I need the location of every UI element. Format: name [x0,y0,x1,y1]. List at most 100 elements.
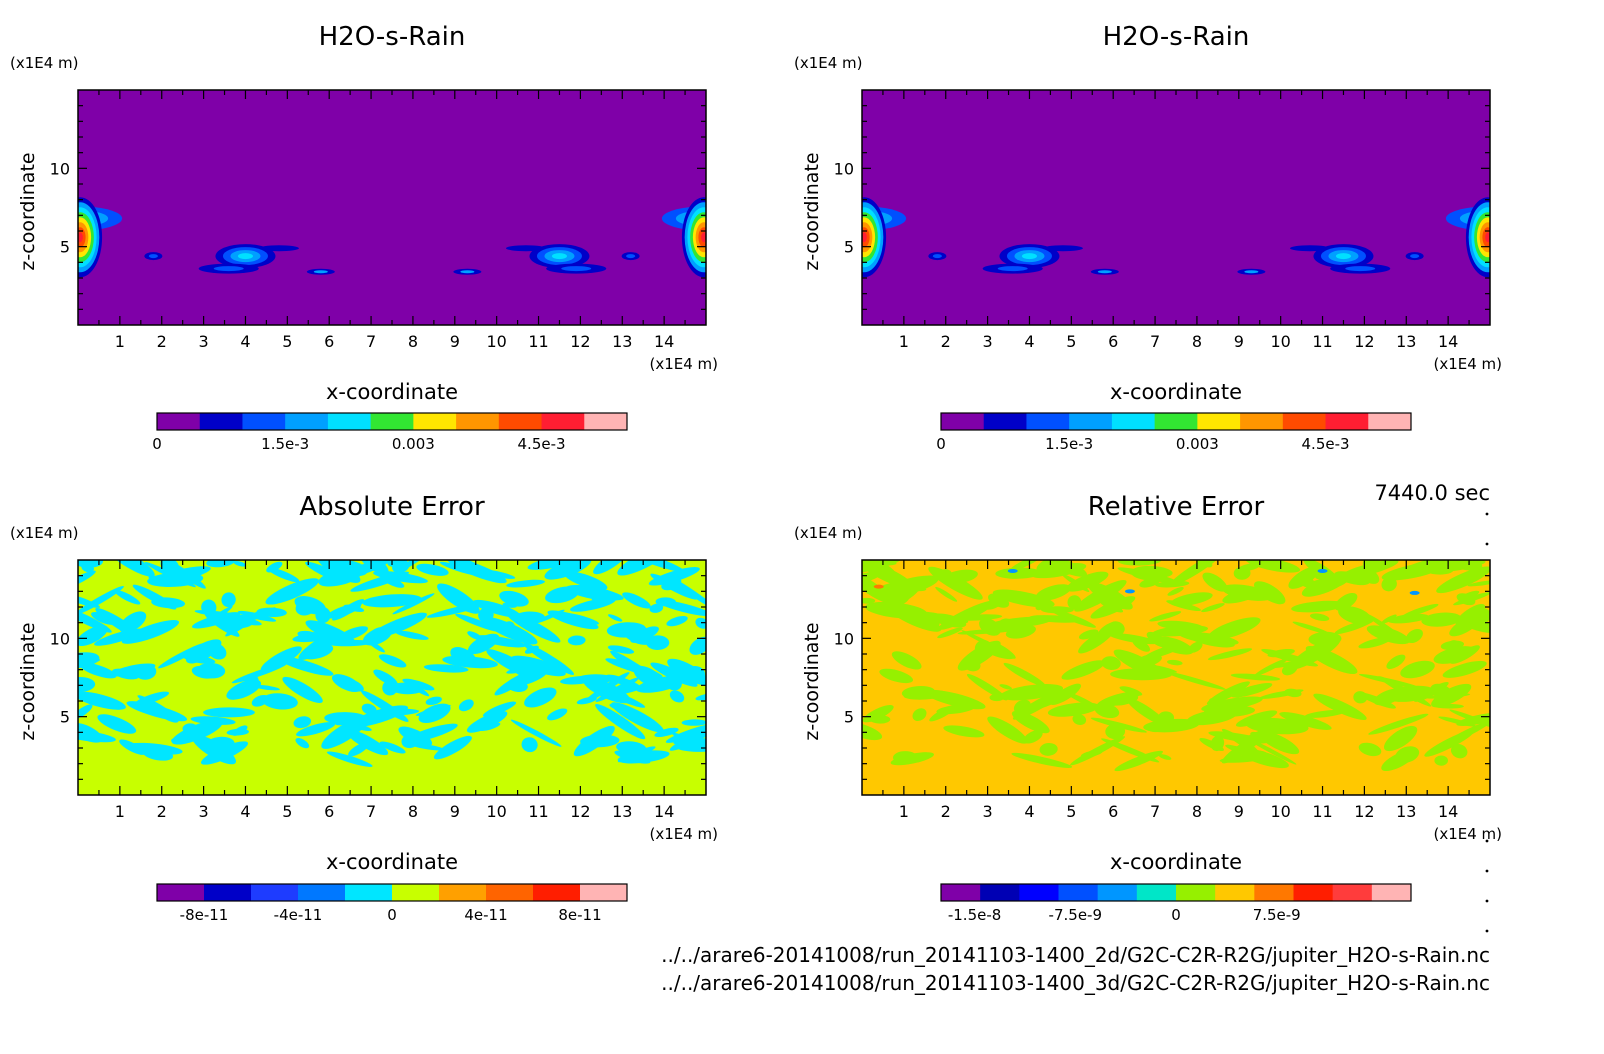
rain-dot-b-level-1 [626,254,636,259]
error-patch [987,716,1028,744]
error-patch [1066,692,1099,709]
error-patch [1144,722,1164,733]
rain-cell-b-arm-level-0 [505,245,546,252]
colorbar-swatch [1058,884,1099,901]
error-patch [560,675,597,685]
colorbar-label: -4e-11 [274,906,323,924]
colorbar: -1.5e-8 -7.5e-9 0 7.5e-9 [940,883,1412,924]
rain-cell-a-arm-level-0 [258,245,299,252]
error-patch [1368,713,1429,735]
error-patch [511,655,566,677]
error-patch [1078,626,1116,654]
error-patch [1201,696,1263,712]
x-tick-label: 2 [941,332,951,351]
colorbar-swatch [1154,413,1198,430]
error-patch [95,607,145,640]
colorbar-label: -1.5e-8 [948,906,1001,924]
error-patch [524,687,557,708]
y-unit-label: (x1E4 m) [10,54,79,72]
x-tick-label: 13 [1396,802,1416,821]
error-patch [988,593,1010,608]
error-patch [1003,662,1046,687]
error-patch [206,560,235,568]
error-patch [1339,560,1399,579]
error-patch [1100,600,1124,613]
error-patch [961,630,1011,656]
rain-cell-b-arm-level-0 [1289,245,1330,252]
error-patch [1254,658,1289,677]
y-tick-label: 10 [834,629,854,648]
error-patch [1126,697,1167,726]
colorbar-swatch [533,884,581,901]
rain-streak-b-level-1 [460,270,475,274]
error-patch [1013,699,1031,714]
rain-cell-a-tail-level-1 [213,266,244,272]
error-patch [1436,566,1490,594]
error-patch [576,696,597,705]
error-patch [957,640,1001,671]
error-patch [1438,716,1477,727]
error-patch [869,715,891,724]
error-patch [1387,613,1429,624]
error-patch [1087,582,1133,610]
error-patch [337,626,368,641]
error-patch [1450,645,1480,664]
error-patch [158,643,206,669]
error-patch [1094,703,1120,719]
margin-dot [1485,869,1489,873]
error-patch [650,662,698,687]
error-patch [186,639,222,664]
error-patch [1395,746,1420,763]
error-patch [78,585,124,615]
error-patch [1081,750,1103,758]
error-patch [346,729,389,756]
error-patch [1031,563,1087,579]
error-patch [425,696,442,706]
colorbar-swatch [285,413,329,430]
error-patch [1114,750,1163,772]
x-tick-label: 1 [899,802,909,821]
error-patch [527,560,588,570]
field-layer [78,90,706,325]
y-tick-label: 5 [60,708,70,727]
error-patch [625,560,684,572]
x-tick-label: 14 [654,332,674,351]
x-unit-label: (x1E4 m) [1433,825,1502,843]
file-path-2: ../../arare6-20141008/run_20141103-1400_… [661,971,1490,995]
rain-cell-a-arm-level-0 [1042,245,1083,252]
colorbar-swatch [941,884,981,901]
error-patch [1110,668,1173,681]
error-speck-0 [1007,568,1018,573]
error-patch [547,708,568,721]
error-patch [1231,683,1273,698]
x-tick-label: 10 [486,332,506,351]
error-patch [1117,567,1180,584]
colorbar-swatch [439,884,487,901]
y-unit-label: (x1E4 m) [10,524,79,542]
error-patch [382,576,405,588]
x-tick-label: 8 [408,802,418,821]
error-patch [182,723,198,734]
colorbar-label: 4e-11 [464,906,507,924]
error-patch [521,737,538,753]
panel-1: H2O-s-Rain (x1E4 m) (x1E4 m) x-coordinate z-… [10,22,718,453]
colorbar-swatch [580,884,628,901]
error-patch [433,735,472,760]
x-tick-label: 1 [115,332,125,351]
error-patch [1313,693,1367,721]
error-patch [447,560,507,584]
error-patch [1186,632,1235,648]
error-patch [1005,624,1036,639]
error-patch [78,592,101,608]
colorbar-swatch [1332,884,1373,901]
error-speck-2 [873,584,884,589]
x-tick-label: 11 [1312,332,1332,351]
error-patch [1109,633,1158,645]
error-patch [276,656,334,676]
error-patch [1386,654,1406,669]
colorbar-swatch [486,884,534,901]
colorbar-label: -7.5e-9 [1049,906,1102,924]
x-unit-label: (x1E4 m) [649,825,718,843]
colorbar-swatch [157,413,201,430]
error-patch [606,674,642,689]
